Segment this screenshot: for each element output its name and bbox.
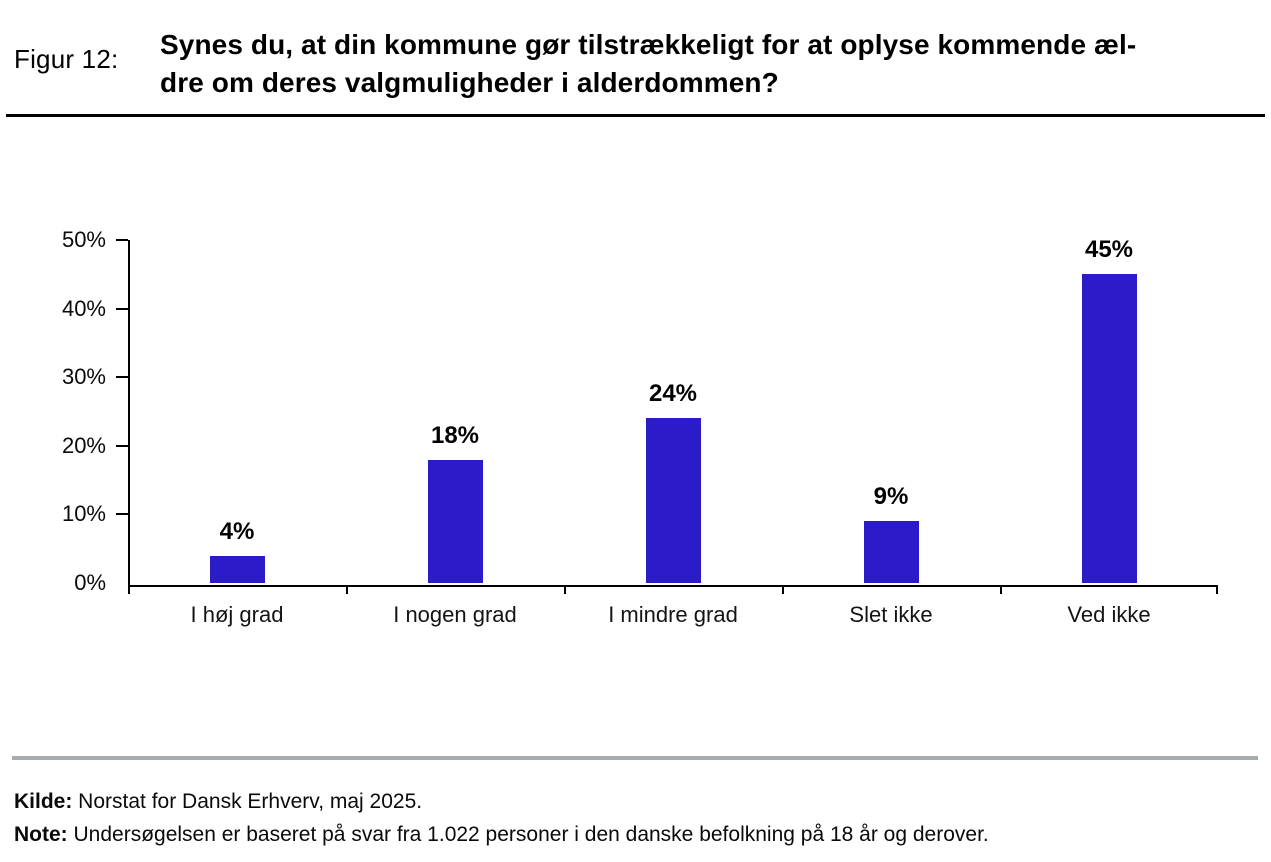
x-axis-tick [1000, 585, 1002, 594]
note-text: Undersøgelsen er baseret på svar fra 1.0… [67, 823, 989, 846]
x-tick-label: I høj grad [190, 602, 284, 627]
bar-value-label: 45% [1084, 236, 1134, 263]
note-label: Note: [14, 823, 68, 846]
y-axis-line [128, 240, 130, 585]
y-tick-label: 30% [61, 364, 106, 390]
bar [209, 556, 265, 583]
y-tick-label: 10% [61, 501, 106, 527]
x-axis-tick [128, 585, 130, 594]
y-axis-tick [116, 239, 128, 241]
bar [645, 418, 701, 583]
x-axis-tick [346, 585, 348, 594]
y-tick-label: 50% [61, 227, 106, 252]
chart-title: Synes du, at din kommune gør tilstrækkel… [160, 26, 1265, 102]
bar-chart: 0% 10% 20% 30% 40% 50% 4% I høj grad 18% I nogen … [62, 227, 1218, 640]
y-axis-tick [116, 444, 128, 447]
source-line: Kilde: Norstat for Dansk Erhverv, maj 20… [14, 788, 422, 815]
y-tick-label: 20% [61, 432, 106, 458]
x-tick-label: I mindre grad [608, 602, 738, 627]
x-axis-tick [782, 585, 784, 594]
y-tick-label: 40% [61, 295, 106, 321]
chart-title-line-2: dre om deres valgmuligheder i alderdomme… [160, 67, 779, 98]
y-axis-tick [116, 376, 128, 379]
footer-divider-line [12, 756, 1258, 760]
y-tick-label: 0% [74, 570, 106, 595]
source-text: Norstat for Dansk Erhverv, maj 2025. [72, 790, 423, 813]
bar [1081, 274, 1137, 583]
x-axis-tick [564, 585, 566, 594]
x-tick-label: I nogen grad [393, 602, 517, 627]
y-axis-tick [116, 513, 128, 516]
x-axis-tick [1216, 585, 1218, 594]
header-divider-line [6, 114, 1265, 117]
bar [427, 460, 483, 583]
bar-value-label: 24% [648, 380, 698, 407]
source-label: Kilde: [14, 790, 73, 813]
note-line: Note: Undersøgelsen er baseret på svar f… [14, 821, 989, 848]
bar [863, 521, 919, 583]
x-tick-label: Slet ikke [849, 602, 933, 627]
x-axis-line [128, 585, 1218, 587]
x-tick-label: Ved ikke [1067, 602, 1151, 627]
figure-label: Figur 12: [14, 44, 119, 74]
bar-value-label: 9% [873, 483, 909, 510]
bar-value-label: 4% [219, 518, 255, 545]
chart-title-line-1: Synes du, at din kommune gør tilstrækkel… [160, 29, 1137, 60]
bar-value-label: 18% [430, 422, 480, 449]
y-axis-tick [116, 307, 128, 310]
